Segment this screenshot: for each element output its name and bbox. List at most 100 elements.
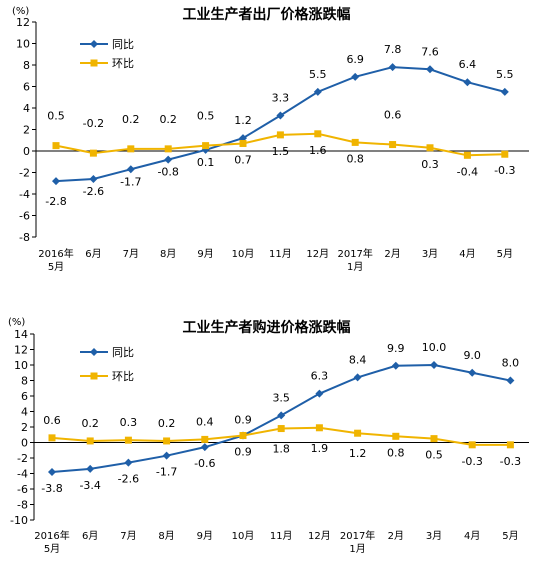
- data-label: 6.9: [346, 53, 364, 66]
- y-tick-label: -4: [17, 468, 28, 481]
- data-label: 0.8: [346, 152, 364, 165]
- y-tick-label: -6: [19, 210, 30, 223]
- x-tick-label: 1月: [349, 543, 365, 555]
- x-tick-label: 4月: [459, 248, 475, 260]
- data-label: 10.0: [422, 341, 447, 354]
- data-point: [239, 432, 247, 440]
- data-label: -0.3: [494, 164, 515, 177]
- data-point: [52, 142, 60, 150]
- y-tick-label: -6: [17, 483, 28, 496]
- data-point: [353, 373, 362, 382]
- data-point: [124, 436, 132, 444]
- y-tick-label: -8: [17, 499, 28, 512]
- x-tick-label: 3月: [422, 248, 438, 260]
- data-label: 5.5: [309, 68, 327, 81]
- chart-output-prices: 工业生产者出厂价格涨跌幅 (%) 12 10 8 6 4 2 0 -2 -4 -6 -8 2016年 5…: [0, 0, 533, 275]
- data-label: -2.8: [45, 195, 66, 208]
- data-point: [468, 368, 477, 377]
- data-label: -3.8: [41, 482, 62, 495]
- data-label: 5.5: [496, 68, 514, 81]
- data-point: [351, 72, 360, 81]
- data-point: [501, 150, 509, 158]
- data-label: 0.3: [421, 158, 439, 171]
- data-point: [500, 87, 509, 96]
- data-label: 9.0: [463, 349, 481, 362]
- data-label: -0.2: [83, 117, 104, 130]
- data-point: [463, 78, 472, 87]
- x-tick-label: 2016年: [34, 529, 69, 542]
- data-point: [392, 432, 400, 440]
- data-point: [430, 435, 438, 443]
- data-point: [200, 443, 209, 452]
- y-tick-label: 12: [14, 344, 28, 357]
- data-point: [202, 142, 210, 150]
- data-label: -2.6: [118, 473, 139, 486]
- data-point: [162, 451, 171, 460]
- data-point: [164, 155, 173, 164]
- data-label: 1.9: [311, 442, 329, 455]
- data-point: [313, 87, 322, 96]
- x-tick-label: 11月: [270, 530, 293, 542]
- legend-label: 同比: [112, 38, 134, 51]
- data-label: 8.4: [349, 353, 367, 366]
- data-point: [468, 441, 476, 449]
- y-tick-label: 6: [21, 390, 28, 403]
- y-tick-label: 2: [23, 124, 30, 137]
- y-tick-label: 0: [23, 145, 30, 158]
- data-label: 0.2: [122, 113, 140, 126]
- data-label: 8.0: [502, 357, 520, 370]
- data-point: [354, 429, 362, 437]
- data-label: 7.8: [384, 43, 402, 56]
- x-tick-label: 2月: [384, 248, 400, 260]
- x-tick-label: 4月: [464, 530, 480, 542]
- y-tick-label: 12: [16, 16, 30, 29]
- data-point: [276, 111, 285, 120]
- y-tick-label: -2: [19, 167, 30, 180]
- data-label: 0.5: [47, 110, 65, 123]
- data-label: 0.3: [120, 416, 138, 429]
- x-tick-label: 2月: [388, 530, 404, 542]
- legend-label: 环比: [112, 370, 134, 383]
- x-tick-label: 2017年: [340, 529, 375, 542]
- x-tick-label: 11月: [269, 248, 292, 260]
- chart-title: 工业生产者出厂价格涨跌幅: [182, 7, 351, 23]
- legend-marker: [90, 40, 98, 48]
- y-tick-label: 4: [23, 102, 30, 115]
- x-tick-label: 9月: [197, 530, 213, 542]
- data-label: 0.2: [159, 113, 177, 126]
- y-tick-label: 8: [21, 375, 28, 388]
- y-tick-label: 10: [16, 38, 30, 51]
- data-point: [276, 131, 284, 139]
- x-tick-label: 6月: [85, 248, 101, 260]
- x-tick-label: 2016年: [38, 247, 73, 260]
- data-point: [86, 464, 95, 473]
- x-tick-label: 5月: [48, 261, 64, 273]
- x-tick-label: 5月: [497, 248, 513, 260]
- data-point: [314, 130, 322, 138]
- data-point: [127, 145, 135, 153]
- y-tick-label: 4: [21, 406, 28, 419]
- data-label: 0.5: [197, 110, 215, 123]
- x-tick-label: 12月: [306, 248, 329, 260]
- data-point: [506, 441, 514, 449]
- legend-marker: [90, 348, 98, 356]
- data-label: 1.5: [272, 145, 290, 158]
- data-label: 0.9: [234, 446, 252, 459]
- data-label: 1.8: [272, 443, 290, 456]
- y-tick-label: 0: [21, 437, 28, 450]
- data-label: 1.2: [349, 447, 367, 460]
- data-point: [388, 63, 397, 72]
- legend-marker: [90, 372, 98, 380]
- data-label: -0.4: [457, 165, 478, 178]
- data-label: 7.6: [421, 45, 439, 58]
- y-tick-label: 10: [14, 359, 28, 372]
- data-label: -3.4: [79, 479, 100, 492]
- x-tick-label: 5月: [44, 543, 60, 555]
- data-label: 0.6: [384, 109, 402, 122]
- x-tick-label: 9月: [197, 248, 213, 260]
- data-label: -0.3: [461, 455, 482, 468]
- y-unit-label: (%): [12, 6, 30, 17]
- data-label: 1.2: [234, 114, 252, 127]
- y-tick-label: -2: [17, 452, 28, 465]
- data-point: [315, 424, 323, 432]
